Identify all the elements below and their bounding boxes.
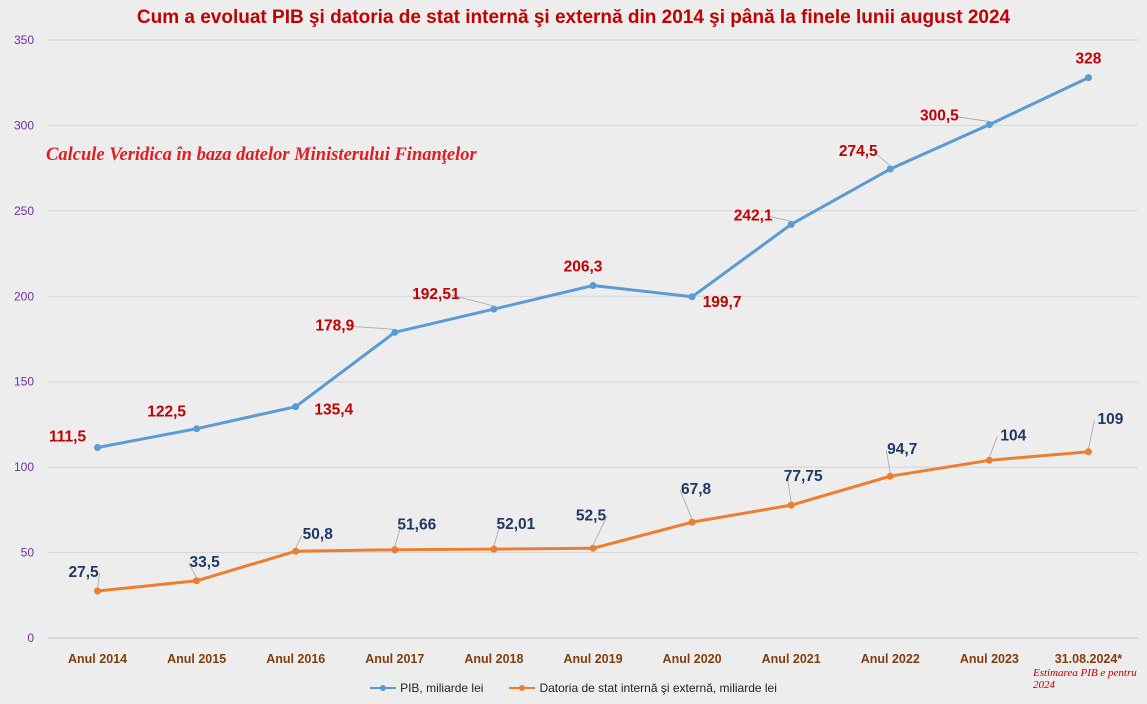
legend: PIB, miliarde lei Datoria de stat intern… [0, 681, 1147, 695]
y-tick-label: 150 [14, 375, 34, 389]
y-tick-label: 350 [14, 33, 34, 47]
data-point [193, 425, 201, 433]
y-tick-label: 200 [14, 289, 34, 303]
data-label: 178,9 [315, 317, 354, 334]
legend-label-pib: PIB, miliarde lei [400, 681, 484, 695]
data-point [787, 501, 795, 509]
data-point [985, 456, 993, 464]
footnote: Estimarea PIB e pentru 2024 [1033, 667, 1137, 691]
data-point [985, 121, 993, 129]
leader-line [295, 535, 303, 549]
data-point [1084, 448, 1092, 456]
x-tick-label: Anul 2020 [663, 652, 722, 666]
legend-item-pib: PIB, miliarde lei [370, 681, 483, 695]
x-tick-label: Anul 2017 [365, 652, 424, 666]
data-point [688, 293, 696, 301]
leader-line [955, 116, 990, 122]
data-label: 94,7 [887, 441, 917, 458]
data-label: 104 [1000, 427, 1026, 444]
data-label: 199,7 [703, 294, 742, 311]
leader-line [350, 325, 395, 330]
data-point [490, 545, 498, 553]
x-tick-label: Anul 2014 [68, 652, 127, 666]
leader-line [1088, 419, 1095, 449]
data-label: 122,5 [147, 404, 186, 421]
leader-line [885, 450, 891, 474]
data-label: 135,4 [314, 402, 353, 419]
data-point [589, 282, 597, 290]
data-label: 67,8 [681, 481, 712, 498]
x-tick-label: Anul 2015 [167, 652, 226, 666]
data-label: 242,1 [734, 207, 773, 224]
leader-line [988, 436, 998, 458]
data-label: 27,5 [68, 564, 99, 581]
data-label: 328 [1076, 51, 1102, 68]
data-label: 77,75 [784, 468, 823, 485]
x-tick-label: 31.08.2024* [1055, 652, 1123, 666]
data-point [490, 305, 498, 313]
leader-line [493, 525, 501, 547]
data-label: 192,51 [412, 286, 460, 303]
x-axis: Anul 2014 Anul 2015 Anul 2016 Anul 2017 Anul… [68, 652, 1122, 666]
data-point [94, 443, 102, 451]
data-point [292, 403, 300, 411]
legend-item-datoria: Datoria de stat internă şi externă, mili… [509, 681, 777, 695]
legend-label-datoria: Datoria de stat internă şi externă, mili… [539, 681, 777, 695]
x-tick-label: Anul 2022 [861, 652, 920, 666]
y-tick-label: 300 [14, 118, 34, 132]
leader-line [592, 516, 608, 546]
chart-subtitle: Calcule Veridica în baza datelor Ministe… [46, 145, 477, 165]
data-point [391, 328, 399, 336]
data-point [1084, 74, 1092, 82]
y-tick-label: 50 [21, 546, 35, 560]
data-label: 300,5 [920, 108, 959, 125]
leader-line [769, 215, 792, 222]
y-tick-label: 0 [27, 631, 34, 645]
data-label: 111,5 [49, 428, 86, 445]
leader-line [874, 151, 891, 167]
data-point [193, 577, 201, 585]
y-axis: 0 50 100 150 200 250 300 350 [14, 33, 34, 645]
x-tick-label: Anul 2019 [563, 652, 622, 666]
data-label: 33,5 [190, 554, 221, 571]
data-label: 274,5 [839, 143, 878, 160]
leader-line [394, 525, 402, 547]
leader-line [786, 477, 792, 503]
series-layer [94, 74, 1092, 595]
legend-swatch-pib [370, 683, 397, 693]
data-point [292, 547, 300, 555]
data-label: 50,8 [303, 526, 334, 543]
data-label: 51,66 [397, 517, 436, 534]
leader-line [451, 294, 495, 307]
data-point [787, 220, 795, 228]
y-tick-label: 250 [14, 204, 34, 218]
leader-line [679, 490, 693, 520]
data-label: 109 [1098, 411, 1124, 428]
data-label: 206,3 [564, 259, 603, 276]
x-tick-label: Anul 2023 [960, 652, 1019, 666]
data-point [886, 165, 894, 173]
data-label-layer: 111,5 122,5 135,4 178,9 192,51 206,3 199,7 242,… [49, 51, 1124, 589]
legend-swatch-datoria [509, 683, 536, 693]
x-tick-label: Anul 2018 [464, 652, 523, 666]
data-point [94, 587, 102, 595]
chart-title: Cum a evoluat PIB şi datoria de stat int… [136, 7, 1011, 28]
y-tick-label: 100 [14, 460, 34, 474]
data-point [589, 544, 597, 552]
data-point [688, 518, 696, 526]
data-label: 52,01 [497, 516, 536, 533]
data-point [391, 546, 399, 554]
data-point [886, 472, 894, 480]
leader-line [188, 562, 197, 578]
x-tick-label: Anul 2021 [762, 652, 821, 666]
grid-layer [48, 39, 1138, 639]
leader-line [97, 572, 100, 589]
data-label: 52,5 [576, 507, 607, 524]
x-tick-label: Anul 2016 [266, 652, 325, 666]
